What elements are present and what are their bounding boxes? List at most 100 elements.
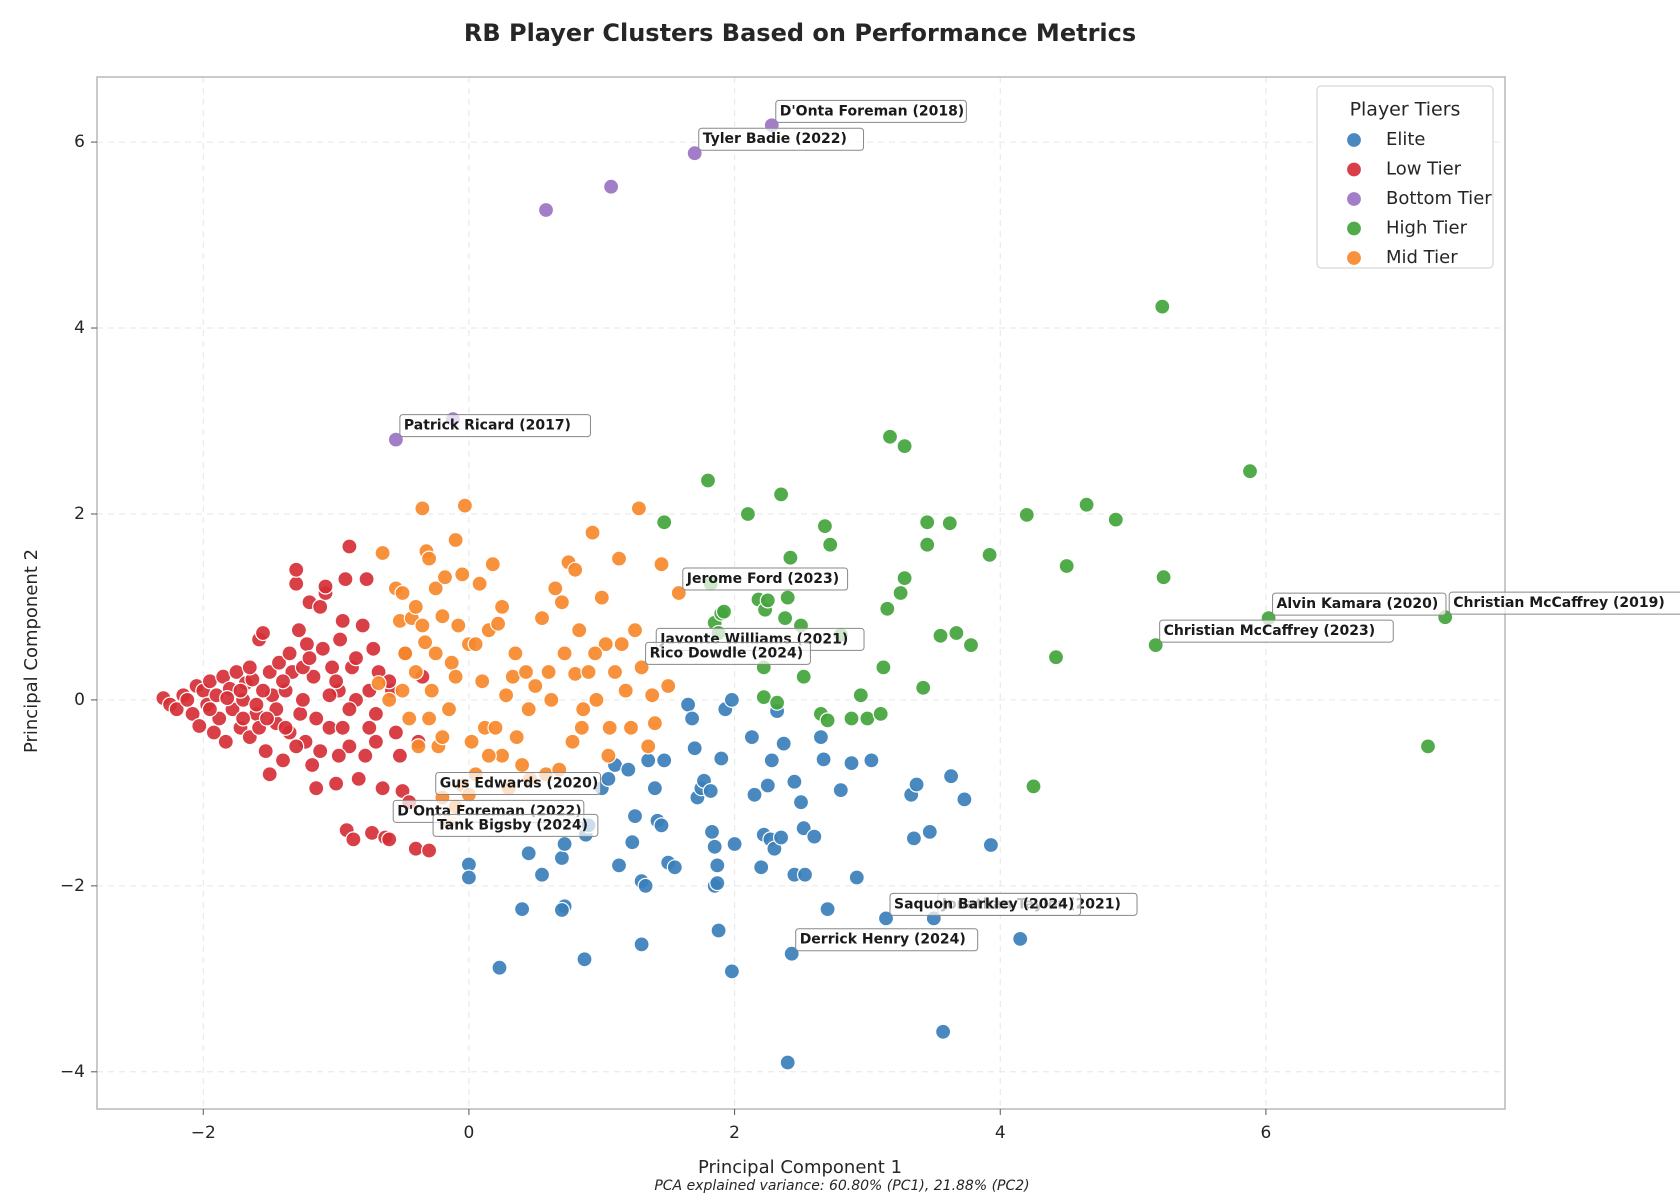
data-point [527,677,544,695]
annotation-box [645,641,811,665]
data-point [852,687,869,704]
data-point [179,691,196,709]
data-point [1025,778,1042,795]
data-point [543,691,560,709]
data-point [1078,496,1095,513]
data-point [941,515,958,532]
annotation-box [682,567,849,591]
data-point [702,782,719,800]
data-point [653,817,670,834]
annotation-label: Derrick Henry (2024) [800,932,966,948]
data-point [633,936,650,953]
data-point [584,524,601,541]
data-point [421,550,438,567]
data-point [474,673,491,690]
data-point [779,1054,796,1071]
data-point [646,715,664,732]
x-tick-label: 4 [995,1123,1006,1143]
data-point [646,780,664,797]
x-tick-label: −2 [191,1123,216,1143]
data-point [843,710,860,727]
data-point [540,663,557,681]
data-point [588,691,605,709]
annotations: D'Onta Foreman (2018) Tyler Badie (2022) P… [392,99,1680,952]
data-point [921,823,938,841]
legend-marker [1345,249,1363,267]
data-point [881,428,899,445]
data-point [261,766,278,783]
data-point [367,733,384,750]
data-point [1419,738,1437,755]
data-point [915,679,932,696]
data-point [427,645,444,662]
annotation-label: Rico Dowdle (2024) [650,645,804,661]
data-point [168,701,185,718]
data-point [759,777,776,794]
data-point [471,575,488,592]
data-point [312,598,329,616]
data-point [981,546,998,564]
data-point [567,561,584,578]
legend-marker [1345,131,1363,149]
data-point [553,594,571,611]
data-point [410,738,427,755]
data-point [241,659,258,676]
legend-title: Player Tiers [1350,99,1461,121]
annotation: Christian McCaffrey (2023) [1159,619,1394,643]
data-point [547,580,564,597]
data-point [337,570,354,588]
data-point [580,663,597,681]
data-point [447,531,464,549]
data-point [414,500,431,517]
data-point [334,612,351,630]
legend-marker [1345,190,1363,208]
annotation-label: Patrick Ricard (2017) [404,418,571,434]
data-point [1012,930,1029,948]
annotation-label: Tank Bigsby (2024) [437,817,588,833]
data-point [274,752,292,769]
data-point [184,705,201,723]
data-point [753,859,770,876]
data-point [723,691,741,709]
data-point [332,631,349,648]
data-point [274,673,292,690]
data-point [387,724,404,741]
annotation-box [435,772,602,796]
data-point [330,747,347,764]
data-point [553,849,571,867]
data-point [456,497,473,514]
legend-label: Mid Tier [1386,247,1458,268]
data-point [602,178,620,195]
data-point [490,615,507,632]
data-point [919,536,936,553]
data-point [443,654,460,671]
data-point [232,682,249,699]
data-point [414,617,431,634]
data-point [460,869,477,886]
data-point [956,791,973,808]
annotation: Gus Edwards (2020) [435,772,602,796]
data-point [494,598,511,616]
data-point [962,636,980,654]
data-point [713,750,730,767]
data-point [815,751,832,768]
data-point [257,742,274,760]
data-point [374,780,391,797]
data-point [533,866,551,883]
data-point [848,869,865,886]
series-mid-tier [370,497,687,829]
data-point [819,900,836,918]
data-point [776,609,794,627]
data-point [394,584,411,602]
data-point [417,634,434,651]
annotation-box [399,414,591,438]
data-point [759,592,776,609]
data-point [576,951,593,968]
data-point [354,617,371,634]
legend-box [1316,85,1494,269]
data-point [427,580,444,597]
data-point [942,768,960,785]
data-point [341,701,358,718]
data-point [328,673,345,690]
data-point [381,691,398,709]
